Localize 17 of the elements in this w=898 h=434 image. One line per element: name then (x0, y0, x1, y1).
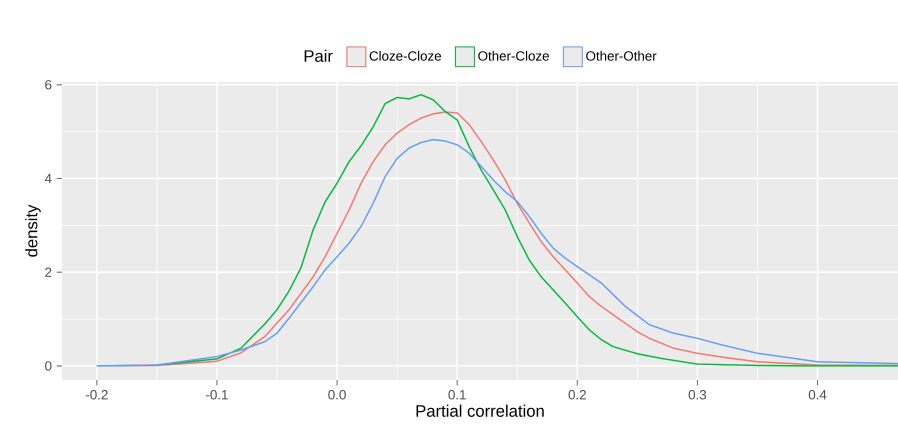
x-tick-label: 0.2 (568, 390, 586, 400)
legend-label: Other-Cloze (478, 50, 549, 61)
x-tick-label: -0.2 (86, 390, 108, 400)
legend-label: Cloze-Cloze (370, 50, 441, 61)
x-tick-label: 0.4 (808, 390, 826, 400)
x-tick-label: 0.3 (688, 390, 706, 400)
y-tick-label: 6 (45, 80, 52, 90)
y-tick-label: 2 (45, 268, 52, 277)
x-tick-label: 0.1 (448, 390, 466, 400)
x-tick-label: -0.1 (206, 390, 228, 400)
legend-label: Other-Other (586, 50, 656, 61)
x-tick-label: 0.0 (328, 390, 346, 400)
x-axis-title: Partial correlation (416, 404, 544, 417)
y-tick-label: 0 (45, 361, 52, 371)
legend-title: Pair (304, 50, 333, 62)
y-axis-title: density (25, 204, 41, 257)
y-tick-label: 4 (44, 174, 52, 184)
